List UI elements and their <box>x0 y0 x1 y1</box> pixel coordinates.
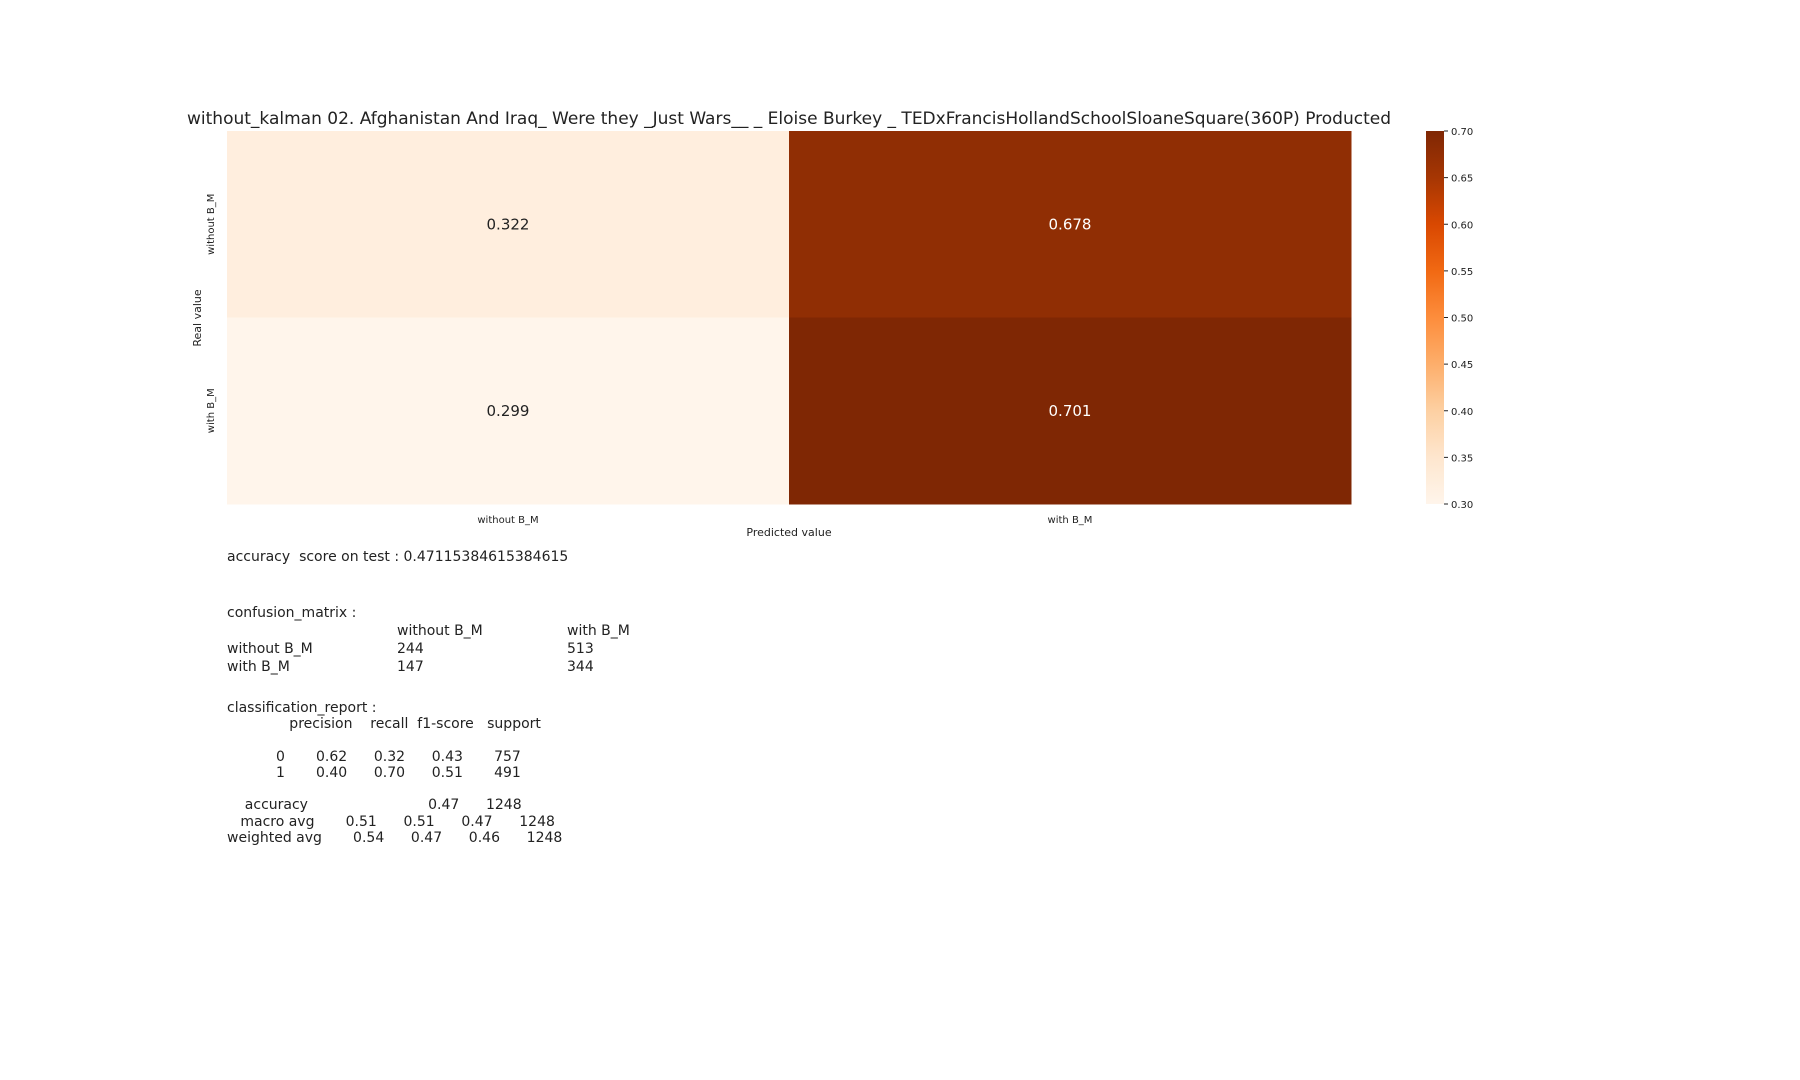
classification-report-title: classification_report : <box>227 700 377 716</box>
heatmap-cells: 0.322 0.678 0.299 0.701 <box>227 131 1352 505</box>
classification-report-body: precision recall f1-score support 0 0.62… <box>227 716 563 847</box>
table-cell: 147 <box>397 659 424 675</box>
table-cell: without B_M <box>227 641 313 657</box>
confusion-matrix-heatmap: without_kalman 02. Afghanistan And Iraq_… <box>187 109 1473 539</box>
colorbar-tick-label: 0.45 <box>1451 360 1473 371</box>
confusion-matrix-title: confusion_matrix : <box>227 605 357 621</box>
confusion-matrix-table: without B_M with B_M without B_M 244 513… <box>227 622 687 676</box>
table-cell: with B_M <box>227 659 290 675</box>
colorbar-tick-label: 0.55 <box>1451 267 1473 278</box>
table-cell: without B_M <box>397 623 483 639</box>
x-axis-label: Predicted value <box>746 526 831 539</box>
x-tick-label: with B_M <box>1048 515 1093 526</box>
colorbar-tick-label: 0.50 <box>1451 314 1473 325</box>
table-cell: 244 <box>397 641 424 657</box>
classification-report: classification_report : precision recall… <box>227 700 562 846</box>
y-tick-label: without B_M <box>206 194 217 255</box>
table-cell <box>227 622 397 640</box>
heatmap-cell <box>227 131 790 318</box>
x-tick-labels: without B_M with B_M <box>477 515 1092 526</box>
colorbar-tick-label: 0.40 <box>1451 407 1473 418</box>
x-tick-label: without B_M <box>477 515 538 526</box>
table-row: without B_M with B_M <box>227 622 687 640</box>
heatmap-cell <box>789 317 1352 505</box>
heatmap-cell <box>789 131 1352 318</box>
table-row: with B_M 147 344 <box>227 658 687 676</box>
table-cell: 344 <box>567 659 594 675</box>
chart-title: without_kalman 02. Afghanistan And Iraq_… <box>187 109 1391 129</box>
heatmap-cell <box>227 317 790 505</box>
colorbar-tick-label: 0.60 <box>1451 220 1473 231</box>
y-tick-label: with B_M <box>206 388 217 433</box>
table-cell: with B_M <box>567 623 630 639</box>
cell-value-label: 0.678 <box>1049 215 1092 233</box>
colorbar-tick-label: 0.30 <box>1451 500 1473 511</box>
cell-value-label: 0.299 <box>487 402 530 420</box>
colorbar-tick-label: 0.70 <box>1451 127 1473 138</box>
table-cell: 513 <box>567 641 594 657</box>
colorbar-gradient <box>1426 131 1444 504</box>
confusion-matrix-text: confusion_matrix : without B_M with B_M … <box>227 604 687 676</box>
cell-value-label: 0.322 <box>487 215 530 233</box>
table-row: without B_M 244 513 <box>227 640 687 658</box>
colorbar: 0.30 0.35 0.40 0.45 0.50 0.55 0.60 0.65 0.70 <box>1426 127 1473 511</box>
y-axis-label: Real value <box>191 289 204 346</box>
accuracy-score-text: accuracy score on test : 0.4711538461538… <box>227 549 569 565</box>
cell-value-label: 0.701 <box>1049 402 1092 420</box>
colorbar-tick-label: 0.65 <box>1451 174 1473 185</box>
colorbar-tick-label: 0.35 <box>1451 453 1473 464</box>
